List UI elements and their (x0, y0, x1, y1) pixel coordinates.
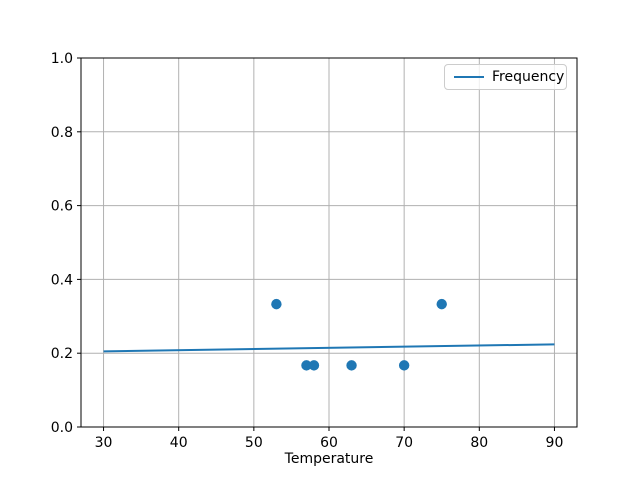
scatter-point (436, 298, 447, 310)
x-tick-label: 30 (95, 435, 113, 451)
scatter-point (346, 360, 357, 371)
y-tick-label: 0.2 (51, 346, 73, 362)
x-tick-label: 80 (470, 435, 488, 451)
x-tick-label: 40 (170, 435, 188, 451)
y-tick-label: 0.0 (51, 420, 73, 436)
scatter-point (308, 360, 320, 371)
x-axis-label: Temperature (284, 451, 374, 467)
legend: Frequency (444, 64, 567, 90)
scatter-point (301, 360, 312, 371)
x-tick-label: 90 (546, 435, 564, 451)
y-tick-label: 0.4 (51, 272, 73, 288)
y-tick-label: 0.8 (51, 125, 73, 141)
legend-label: Frequency (492, 69, 565, 85)
scatter-point (271, 298, 282, 310)
legend-line-sample-icon (454, 76, 484, 78)
scatter-point (398, 360, 410, 371)
x-tick-label: 50 (245, 435, 263, 451)
y-tick-label: 1.0 (51, 51, 73, 67)
x-tick-label: 70 (395, 435, 413, 451)
y-tick-label: 0.6 (51, 199, 73, 215)
frequency-line (103, 343, 555, 353)
x-tick-label: 60 (320, 435, 338, 451)
